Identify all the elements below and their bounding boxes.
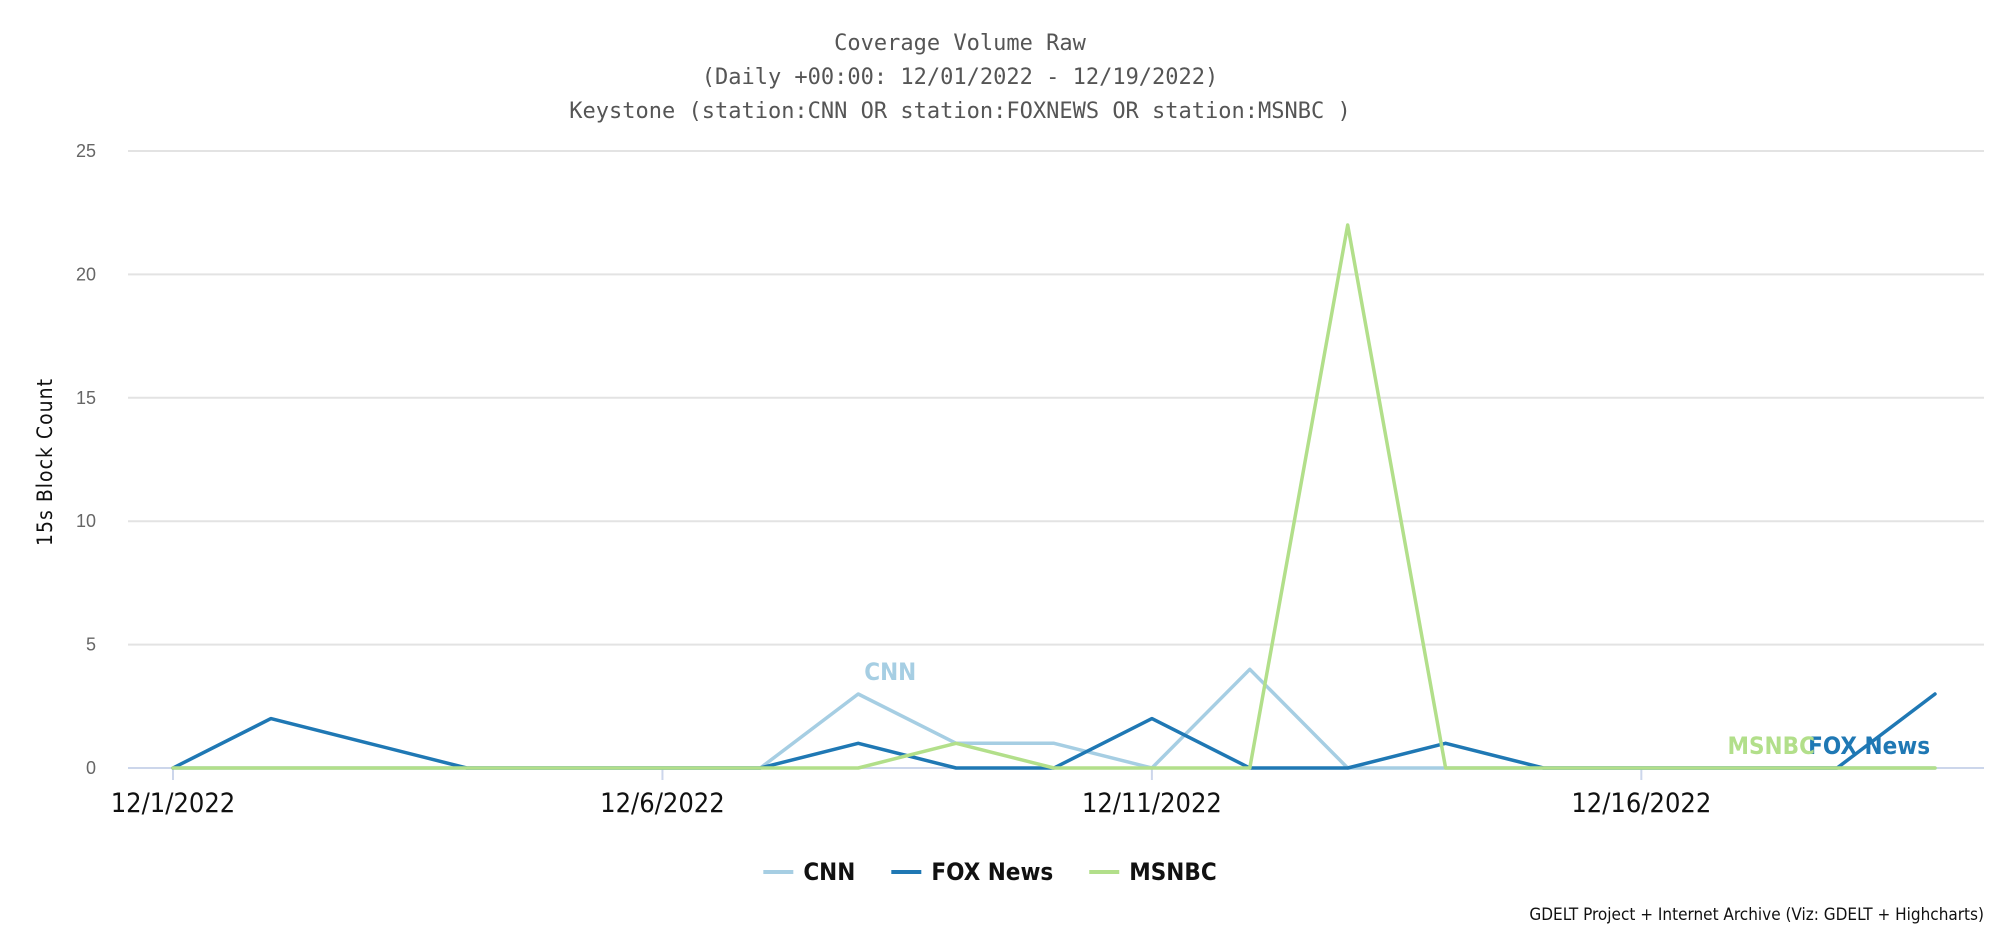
chart-subtitle-line-1: (Daily +00:00: 12/01/2022 - 12/19/2022)	[702, 65, 1219, 90]
x-axis: 12/1/2022 12/6/2022 12/11/2022 12/16/2022	[111, 767, 1984, 819]
series-lines	[171, 223, 1937, 770]
series-end-label: CNN	[864, 658, 916, 686]
y-tick-label: 5	[86, 635, 96, 655]
chart-title: Coverage Volume Raw	[834, 31, 1086, 56]
x-tick-label: 12/6/2022	[600, 788, 725, 819]
y-axis-title: 15s Block Count	[33, 378, 57, 546]
chart-subtitle-line-2: Keystone (station:CNN OR station:FOXNEWS…	[569, 99, 1350, 124]
chart-credits[interactable]: GDELT Project + Internet Archive (Viz: G…	[1529, 905, 1984, 925]
legend-item-cnn[interactable]: CNN	[763, 858, 855, 886]
x-tick-label: 12/11/2022	[1082, 788, 1222, 819]
legend-label: MSNBC	[1129, 858, 1216, 886]
legend-label: FOX News	[931, 858, 1053, 886]
series-line-fox-news[interactable]	[171, 692, 1937, 770]
y-tick-label: 15	[76, 388, 96, 408]
series-end-label: FOX News	[1808, 732, 1930, 760]
grid-lines	[128, 150, 1984, 646]
x-tick-label: 12/16/2022	[1571, 788, 1711, 819]
legend-item-msnbc[interactable]: MSNBC	[1089, 858, 1217, 886]
y-axis-ticks: 0 5 10 15 20 25	[76, 141, 96, 778]
series-end-label: MSNBC	[1728, 732, 1815, 760]
legend[interactable]: CNN FOX News MSNBC	[763, 858, 1217, 886]
y-tick-label: 10	[76, 511, 96, 531]
x-tick-label: 12/1/2022	[111, 788, 236, 819]
legend-label: CNN	[803, 858, 855, 886]
series-line-msnbc[interactable]	[171, 223, 1937, 770]
chart-title-block: Coverage Volume Raw (Daily +00:00: 12/01…	[569, 31, 1350, 124]
legend-item-fox-news[interactable]: FOX News	[891, 858, 1053, 886]
y-tick-label: 20	[76, 264, 96, 284]
series-line-cnn[interactable]	[171, 667, 1937, 770]
y-tick-label: 25	[76, 141, 96, 161]
y-tick-label: 0	[86, 758, 96, 778]
